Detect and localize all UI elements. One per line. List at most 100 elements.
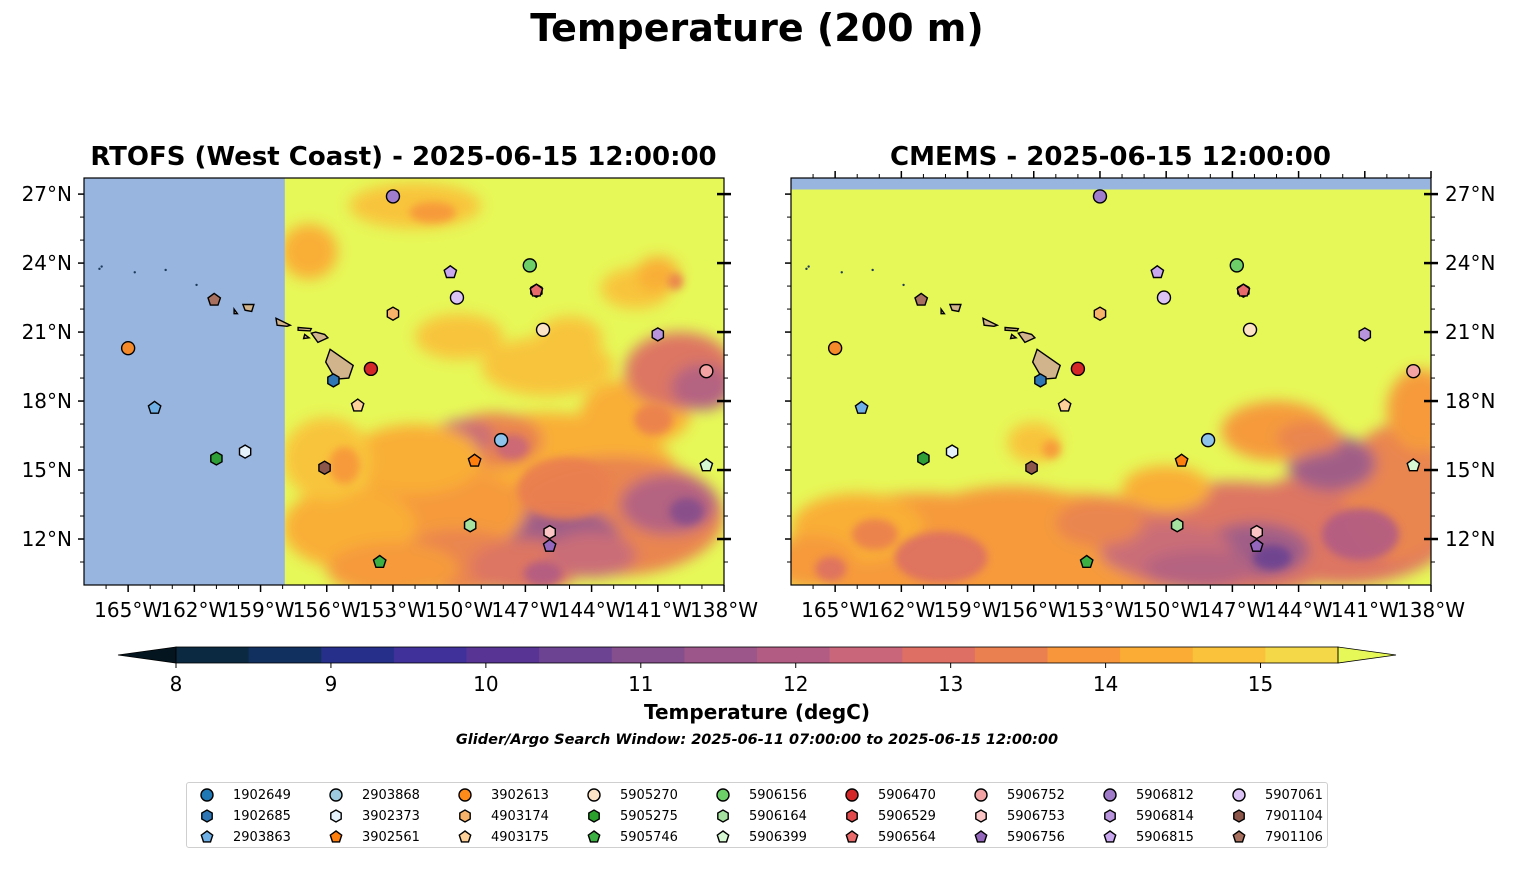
pentagon-marker-icon (716, 830, 730, 843)
float-marker-5905270 (1242, 322, 1258, 337)
legend-item: 2903863 (197, 827, 291, 847)
float-marker-3902561 (467, 453, 482, 467)
float-marker-5905270 (535, 322, 551, 337)
float-marker-5906164 (1170, 517, 1184, 533)
float-marker-7901104 (318, 460, 331, 476)
island-land (302, 333, 311, 340)
temperature-core (1321, 508, 1399, 561)
temperature-core (851, 518, 899, 550)
colorbar: 8 9 10 11 12 13 14 15 (117, 646, 1397, 696)
circle-marker-icon (329, 788, 343, 802)
float-marker-5906752 (699, 363, 714, 379)
island-land (1009, 333, 1018, 340)
y-tick-label: 21°N (1445, 320, 1495, 344)
small-island (164, 268, 167, 272)
legend-item: 5906470 (842, 785, 936, 805)
legend-label: 5907061 (1265, 787, 1323, 803)
legend-label: 4903174 (491, 808, 549, 824)
pentagon-marker-icon (587, 830, 601, 843)
float-marker-5906756 (1249, 538, 1264, 552)
legend-marker (329, 788, 343, 802)
temperature-core (523, 561, 563, 585)
colorbar-segment (321, 647, 395, 663)
hexagon-marker-icon (1104, 809, 1116, 823)
float-marker-3902373 (238, 444, 252, 459)
legend-marker (588, 809, 600, 823)
float-marker-5906164 (463, 517, 477, 533)
island-land (940, 306, 946, 315)
temperature-core (409, 202, 456, 223)
hexagon-marker-icon (459, 809, 471, 823)
float-marker-5906564 (529, 283, 544, 297)
legend-label: 7901104 (1265, 808, 1323, 824)
legend-label: 5905275 (620, 808, 678, 824)
island-land (324, 348, 355, 380)
legend-item: 5906399 (713, 827, 807, 847)
no-data-region (791, 178, 1431, 190)
float-marker-4903175 (1057, 398, 1072, 412)
colorbar-frame (175, 646, 1339, 664)
x-tick-label: 159°W (227, 598, 295, 622)
x-tick-label: 156°W (293, 598, 361, 622)
y-tick-label: 21°N (22, 320, 72, 344)
float-marker-5906814 (651, 327, 665, 342)
legend-label: 5906812 (1136, 787, 1194, 803)
y-tick-label: 18°N (22, 389, 72, 413)
small-island (195, 283, 198, 287)
legend-label: 5906399 (749, 829, 807, 845)
legend-label: 5906756 (1007, 829, 1065, 845)
legend-marker (458, 788, 472, 802)
float-marker-4903174 (1093, 306, 1107, 322)
legend-label: 3902613 (491, 787, 549, 803)
legend-label: 5906564 (878, 829, 936, 845)
float-marker-5906753 (543, 524, 556, 540)
pentagon-marker-icon (200, 830, 214, 843)
hexagon-marker-icon (588, 809, 600, 823)
temperature-core (667, 273, 684, 290)
legend-marker (459, 809, 471, 823)
no-data-region (84, 178, 285, 585)
hexagon-marker-icon (975, 809, 987, 823)
x-tick-label: 138°W (1397, 598, 1465, 622)
y-tick-label: 27°N (1445, 182, 1495, 206)
float-marker-5906756 (542, 538, 557, 552)
colorbar-tick-label: 10 (473, 672, 498, 696)
x-tick-label: 153°W (1066, 598, 1134, 622)
island-land (982, 317, 1000, 328)
pentagon-marker-icon (845, 830, 859, 843)
temperature-patch (415, 313, 504, 360)
pentagon-marker-icon (974, 830, 988, 843)
colorbar-segment (611, 647, 685, 663)
colorbar-extend-low (117, 646, 177, 664)
y-tick-label: 12°N (22, 527, 72, 551)
legend-label: 3902373 (362, 808, 420, 824)
float-marker-1902649 (917, 451, 930, 466)
legend-marker (200, 788, 214, 802)
float-marker-2903868 (493, 432, 509, 448)
hexagon-marker-icon (846, 809, 858, 823)
temperature-patch (280, 223, 338, 280)
float-marker-5906470 (363, 361, 379, 377)
island-land (1031, 348, 1062, 380)
legend-item: 5907061 (1229, 785, 1323, 805)
float-marker-5906399 (1406, 458, 1421, 472)
pentagon-marker-icon (329, 830, 343, 843)
x-tick-label: 150°W (425, 598, 493, 622)
legend-label: 5906814 (1136, 808, 1194, 824)
figure-title: Temperature (200 m) (530, 6, 984, 50)
temperature-patch (348, 424, 482, 494)
legend-marker (845, 830, 859, 843)
legend-label: 5906529 (878, 808, 936, 824)
temperature-core (1252, 544, 1292, 570)
y-tick-label: 12°N (1445, 527, 1495, 551)
legend-marker (717, 809, 729, 823)
temperature-core (1042, 440, 1061, 459)
legend-marker (587, 788, 601, 802)
y-tick-label: 27°N (22, 182, 72, 206)
legend-marker (845, 788, 859, 802)
legend-label: 5906752 (1007, 787, 1065, 803)
legend-label: 2903863 (233, 829, 291, 845)
temperature-patch (536, 315, 603, 362)
legend-label: 5906164 (749, 808, 807, 824)
